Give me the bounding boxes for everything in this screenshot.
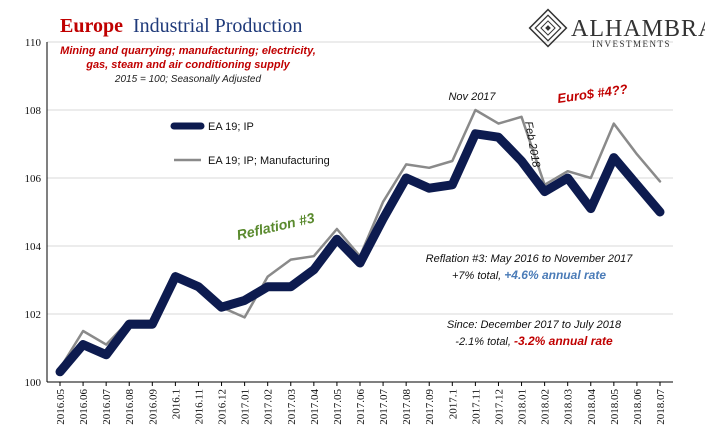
title-part1: Europe: [60, 15, 123, 37]
x-tick-label: 2017.06: [355, 389, 367, 425]
x-tick-label: 2018.03: [563, 389, 575, 425]
annotation-euro4: Euro$ #4??: [556, 81, 628, 106]
x-tick-label: 2018.04: [586, 389, 598, 425]
x-tick-label: 2017.09: [424, 389, 436, 425]
x-tick-label: 2018.02: [540, 389, 552, 425]
x-tick-label: 2018.05: [609, 389, 621, 425]
x-tick-label: 2017.03: [286, 389, 298, 425]
y-tick-106: 106: [25, 173, 42, 185]
since-annual-rate: -3.2% annual rate: [514, 334, 613, 348]
legend-ip-label: EA 19; IP: [208, 121, 254, 133]
logo-tagline: INVESTMENTS: [592, 39, 671, 49]
diamond-logo-icon: [528, 8, 568, 48]
gridlines: [47, 41, 673, 315]
x-tick-label: 2016.07: [101, 389, 113, 425]
legend-mfg-label: EA 19; IP; Manufacturing: [208, 155, 330, 167]
series-lines: [55, 108, 665, 377]
x-tick-label: 2016.12: [217, 389, 229, 425]
x-tick-label: 2016.05: [55, 389, 67, 425]
x-tick-label: 2017.05: [332, 389, 344, 425]
reflation-annual-rate: +4.6% annual rate: [504, 268, 606, 282]
y-tick-labels: 100 102 104 106 108 110: [25, 37, 42, 389]
x-tick-label: 2016.06: [78, 389, 90, 425]
x-tick-label: 2017.12: [493, 389, 505, 425]
since-stats-line: -2.1% total, -3.2% annual rate: [455, 334, 613, 348]
x-tick-label: 2016.08: [124, 389, 136, 425]
x-tick-label: 2017.1: [447, 389, 459, 419]
x-tick-label: 2016.11: [193, 389, 205, 424]
annotation-nov-2017: Nov 2017: [448, 91, 496, 103]
subtitle-note: 2015 = 100; Seasonally Adjusted: [114, 74, 262, 85]
y-tick-108: 108: [25, 105, 42, 117]
title-part2: Industrial Production: [133, 15, 302, 37]
reflation-period-line: Reflation #3: May 2016 to November 2017: [426, 253, 634, 265]
y-tick-104: 104: [25, 241, 42, 253]
legend: EA 19; IP EA 19; IP; Manufacturing: [170, 121, 330, 167]
series-line-ea19-ip: [55, 129, 665, 377]
x-tick-label: 2017.02: [263, 389, 275, 425]
x-tick-label: 2016.1: [170, 389, 182, 419]
y-tick-102: 102: [25, 309, 42, 321]
y-tick-100: 100: [25, 377, 42, 389]
x-tick-label: 2017.04: [309, 389, 321, 425]
x-tick-label: 2018.06: [632, 389, 644, 425]
reflation-total: +7% total,: [452, 270, 504, 282]
x-tick-label: 2017.11: [470, 389, 482, 424]
x-tick-label: 2018.01: [517, 389, 529, 425]
annotation-reflation: Reflation #3: [235, 209, 316, 242]
x-tick-label: 2016.09: [147, 389, 159, 425]
alhambra-logo: ALHAMBRA INVESTMENTS: [528, 8, 705, 49]
chart-title: Europe Industrial Production: [60, 15, 302, 37]
x-tick-label: 2017.01: [240, 389, 252, 425]
subtitle-line-1: Mining and quarrying; manufacturing; ele…: [60, 45, 316, 57]
since-period-line: Since: December 2017 to July 2018: [447, 319, 622, 331]
x-tick-label: 2017.07: [378, 389, 390, 425]
reflation-stats-line: +7% total, +4.6% annual rate: [452, 268, 606, 282]
x-tick-label: 2018.07: [655, 389, 667, 425]
subtitle-line-2: gas, steam and air conditioning supply: [85, 59, 290, 71]
logo-name: ALHAMBRA: [571, 16, 705, 42]
y-tick-110: 110: [25, 37, 42, 49]
since-total: -2.1% total,: [455, 336, 514, 348]
x-tick-labels: 2016.05 2016.06 2016.07 2016.08 2016.09 2016.…: [55, 382, 667, 425]
x-tick-label: 2017.08: [401, 389, 413, 425]
